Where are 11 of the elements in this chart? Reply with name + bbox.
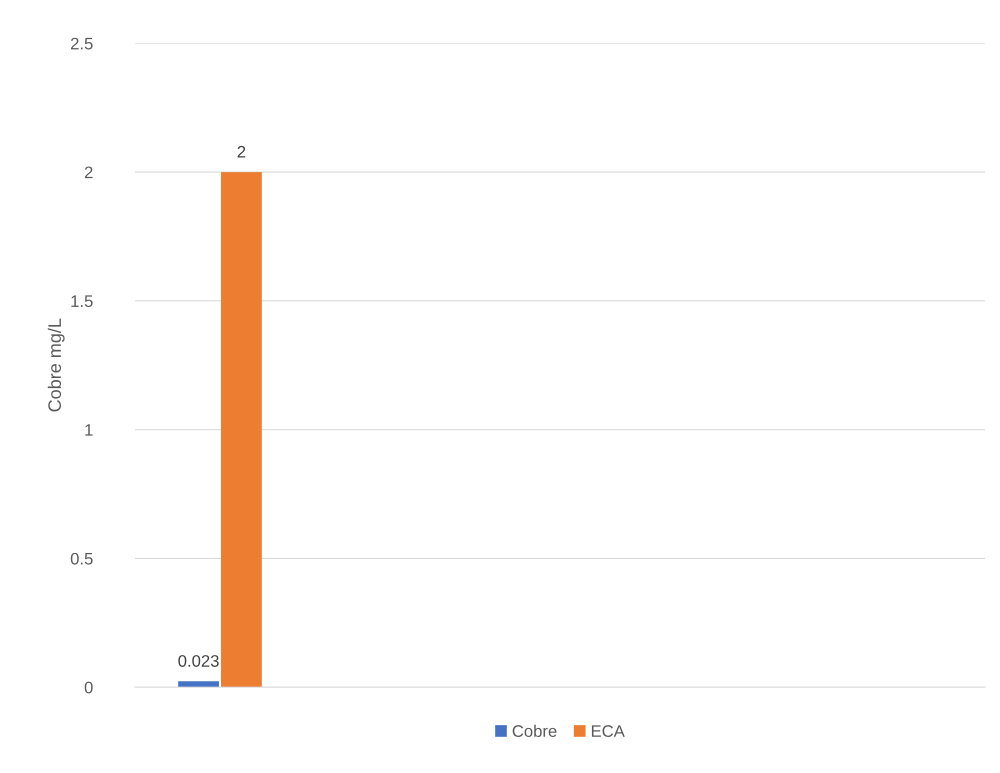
y-tick-label: 0.5: [70, 552, 93, 565]
y-tick-label: 1.5: [71, 295, 93, 308]
y-tick-label: 0: [84, 682, 93, 694]
y-tick-label: 2.5: [71, 38, 93, 50]
legend-label: ECA: [592, 725, 625, 737]
data-label: 0.023: [178, 655, 219, 667]
y-tick-label: 1: [85, 424, 93, 436]
legend-label: Cobre: [512, 724, 556, 737]
y-axis-title: Cobre mg/L: [48, 318, 65, 412]
data-label: 2: [238, 146, 246, 158]
y-tick-label: 2: [84, 166, 92, 178]
